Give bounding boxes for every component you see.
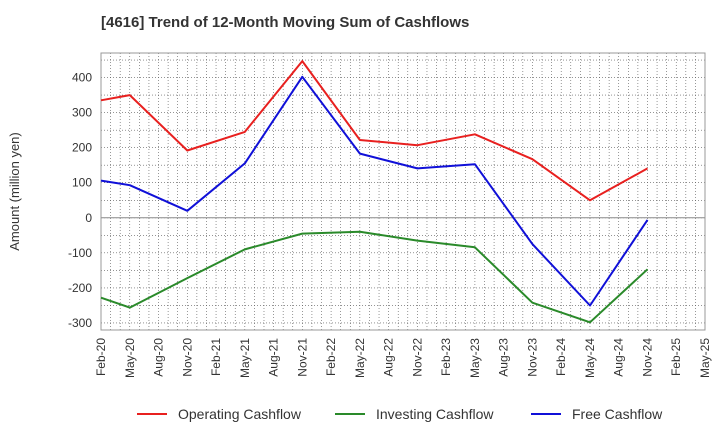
x-tick-label: Nov-23 [525, 338, 539, 377]
x-tick-label: May-21 [238, 338, 252, 378]
x-tick-label: Feb-25 [669, 338, 683, 376]
x-tick-label: Aug-22 [382, 338, 396, 377]
y-axis-title: Amount (million yen) [7, 132, 22, 251]
x-tick-label: Feb-23 [439, 338, 453, 376]
y-tick-label: -200 [68, 281, 92, 295]
x-tick-label: Nov-24 [640, 338, 654, 377]
y-tick-label: 0 [85, 211, 92, 225]
operating-cashflow-line [100, 60, 648, 202]
chart-title: [4616] Trend of 12-Month Moving Sum of C… [101, 14, 470, 31]
y-tick-label: 300 [72, 106, 92, 120]
plot-border [100, 52, 706, 331]
y-tick-label: 100 [72, 176, 92, 190]
y-tick-label: -300 [68, 316, 92, 330]
plot-area [101, 53, 705, 330]
series-lines [100, 60, 649, 324]
x-tick-label: May-25 [698, 338, 712, 378]
x-axis-ticks: Feb-20 May-20 Aug-20 Nov-20 Feb-21 May-21 Aug-… [94, 338, 712, 378]
legend-label-operating-cashflow: Operating Cashflow [178, 406, 302, 422]
x-tick-label: Nov-22 [410, 338, 424, 377]
x-tick-label: Aug-20 [152, 338, 166, 377]
x-tick-label: Feb-21 [209, 338, 223, 376]
x-tick-label: May-22 [353, 338, 367, 378]
x-tick-label: May-20 [123, 338, 137, 378]
y-tick-label: 400 [72, 71, 92, 85]
x-tick-label: Feb-20 [94, 338, 108, 376]
x-tick-label: Aug-23 [497, 338, 511, 377]
x-tick-label: May-24 [583, 338, 597, 378]
investing-cashflow-line [100, 230, 649, 324]
x-tick-label: Aug-24 [612, 338, 626, 377]
free-cashflow-line [100, 75, 649, 307]
legend-label-investing-cashflow: Investing Cashflow [376, 406, 494, 422]
x-tick-label: Feb-22 [324, 338, 338, 376]
x-tick-label: Nov-21 [295, 338, 309, 377]
x-tick-label: Nov-20 [180, 338, 194, 377]
x-tick-label: May-23 [468, 338, 482, 378]
x-tick-label: Feb-24 [554, 338, 568, 376]
legend: Operating Cashflow Investing Cashflow Free… [137, 406, 663, 422]
y-axis-ticks: -300 -200 -100 0 100 200 300 400 [68, 71, 92, 330]
y-tick-label: -100 [68, 246, 92, 260]
y-tick-label: 200 [72, 141, 92, 155]
x-tick-label: Aug-21 [267, 338, 281, 377]
legend-label-free-cashflow: Free Cashflow [572, 406, 663, 422]
